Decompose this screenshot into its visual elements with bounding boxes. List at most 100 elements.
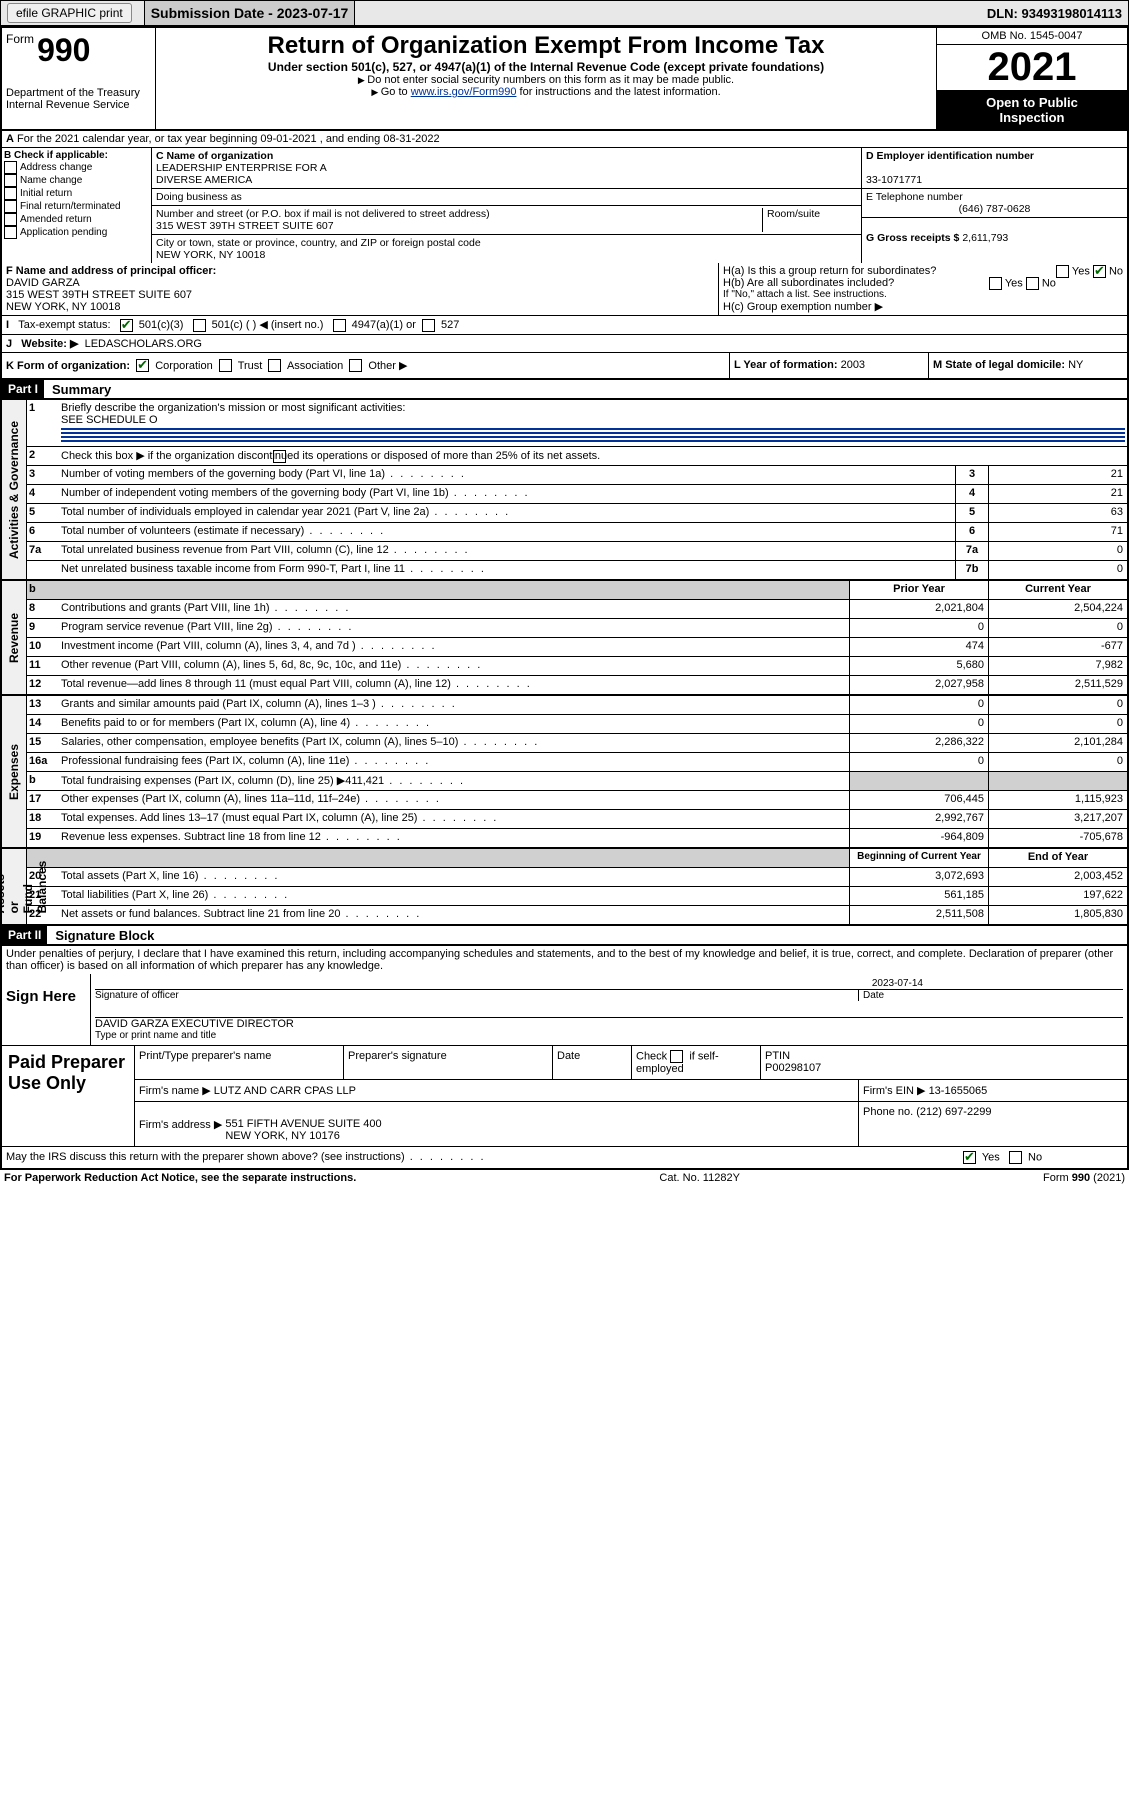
chk-final-return[interactable]: Final return/terminated xyxy=(20,201,121,212)
table-row: 19 Revenue less expenses. Subtract line … xyxy=(27,829,1127,847)
chk-trust[interactable] xyxy=(219,359,232,372)
chk-name-change[interactable]: Name change xyxy=(20,175,82,186)
hb-no[interactable]: No xyxy=(1042,277,1056,289)
i-label: Tax-exempt status: xyxy=(18,319,110,331)
hb-note: If "No," attach a list. See instructions… xyxy=(723,289,1123,300)
chk-4947[interactable] xyxy=(333,319,346,332)
may-yes-chk[interactable] xyxy=(963,1151,976,1164)
open-to-public: Open to Public Inspection xyxy=(937,91,1127,129)
telephone: (646) 787-0628 xyxy=(866,203,1123,215)
firm-name: LUTZ AND CARR CPAS LLP xyxy=(214,1085,356,1097)
omb-number: OMB No. 1545-0047 xyxy=(937,28,1127,45)
opt-527: 527 xyxy=(441,319,459,331)
l-label: L Year of formation: xyxy=(734,359,838,371)
officer-name-label: Type or print name and title xyxy=(95,1030,1123,1041)
footer-left: For Paperwork Reduction Act Notice, see … xyxy=(4,1172,356,1184)
row-i: I Tax-exempt status: 501(c)(3) 501(c) ( … xyxy=(0,316,1129,335)
chk-527[interactable] xyxy=(422,319,435,332)
chk-amended[interactable]: Amended return xyxy=(20,214,92,225)
ha-label: H(a) Is this a group return for subordin… xyxy=(723,265,936,277)
table-row: 13 Grants and similar amounts paid (Part… xyxy=(27,696,1127,715)
table-row: 18 Total expenses. Add lines 13–17 (must… xyxy=(27,810,1127,829)
chk-self-employed[interactable] xyxy=(670,1050,683,1063)
dba-label: Doing business as xyxy=(156,191,242,203)
table-row: 5 Total number of individuals employed i… xyxy=(27,504,1127,523)
hb-label: H(b) Are all subordinates included? xyxy=(723,277,894,289)
year-formation: 2003 xyxy=(841,359,865,371)
q1-value: SEE SCHEDULE O xyxy=(61,414,158,426)
c-name-label: C Name of organization xyxy=(156,150,273,162)
opt-501c: 501(c) ( ) ◀ (insert no.) xyxy=(212,319,324,331)
section-net-assets: Net Assets or Fund Balances Beginning of… xyxy=(0,849,1129,926)
table-row: 11 Other revenue (Part VIII, column (A),… xyxy=(27,657,1127,676)
website: LEDASCHOLARS.ORG xyxy=(85,338,202,350)
may-no: No xyxy=(1028,1152,1042,1164)
submission-date: Submission Date - 2023-07-17 xyxy=(145,1,356,25)
table-row: 3 Number of voting members of the govern… xyxy=(27,466,1127,485)
firm-addr-label: Firm's address ▶ xyxy=(139,1119,222,1131)
ha-yes[interactable]: Yes xyxy=(1072,265,1090,277)
section-b: B Check if applicable: Address change Na… xyxy=(2,148,152,263)
may-no-chk[interactable] xyxy=(1009,1151,1022,1164)
dln: DLN: 93493198014113 xyxy=(981,1,1128,25)
prep-sig-hdr: Preparer's signature xyxy=(344,1046,553,1079)
chk-501c[interactable] xyxy=(193,319,206,332)
chk-assoc[interactable] xyxy=(268,359,281,372)
top-bar: efile GRAPHIC print Submission Date - 20… xyxy=(0,0,1129,26)
street-address: 315 WEST 39TH STREET SUITE 607 xyxy=(156,220,334,232)
table-row: 16a Professional fundraising fees (Part … xyxy=(27,753,1127,772)
chk-501c3[interactable] xyxy=(120,319,133,332)
chk-app-pending[interactable]: Application pending xyxy=(20,227,107,238)
section-expenses: Expenses 13 Grants and similar amounts p… xyxy=(0,696,1129,849)
side-rev: Revenue xyxy=(7,613,21,663)
gross-receipts: 2,611,793 xyxy=(962,232,1008,244)
part1-label: Part I xyxy=(2,380,44,398)
opt-501c3: 501(c)(3) xyxy=(139,319,184,331)
section-a-text: For the 2021 calendar year, or tax year … xyxy=(17,133,440,145)
chk-discontinued[interactable] xyxy=(273,450,286,463)
entity-block: B Check if applicable: Address change Na… xyxy=(0,148,1129,263)
hc-label: H(c) Group exemption number ▶ xyxy=(723,300,1123,313)
prep-name-hdr: Print/Type preparer's name xyxy=(135,1046,344,1079)
b-label: B Check if applicable: xyxy=(4,150,108,161)
officer-name: DAVID GARZA EXECUTIVE DIRECTOR xyxy=(95,1018,1123,1030)
ptin: P00298107 xyxy=(765,1062,821,1074)
efile-button[interactable]: efile GRAPHIC print xyxy=(7,3,132,23)
table-row: 4 Number of independent voting members o… xyxy=(27,485,1127,504)
irs-link[interactable]: www.irs.gov/Form990 xyxy=(411,86,517,98)
e-label: E Telephone number xyxy=(866,191,963,203)
table-row: 8 Contributions and grants (Part VIII, l… xyxy=(27,600,1127,619)
row-f-h: F Name and address of principal officer:… xyxy=(0,263,1129,316)
j-label: Website: ▶ xyxy=(21,338,78,350)
chk-self-emp-lbl: Check xyxy=(636,1051,667,1063)
chk-corp[interactable] xyxy=(136,359,149,372)
d-label: D Employer identification number xyxy=(866,150,1034,162)
chk-address-change[interactable]: Address change xyxy=(20,162,92,173)
table-row: 21 Total liabilities (Part X, line 26) 5… xyxy=(27,887,1127,906)
state-domicile: NY xyxy=(1068,359,1083,371)
table-row: b Total fundraising expenses (Part IX, c… xyxy=(27,772,1127,791)
section-a: A For the 2021 calendar year, or tax yea… xyxy=(0,131,1129,148)
may-discuss: May the IRS discuss this return with the… xyxy=(6,1151,963,1164)
table-row: Net unrelated business taxable income fr… xyxy=(27,561,1127,579)
may-yes: Yes xyxy=(982,1152,1000,1164)
part1-bar: Part I Summary xyxy=(0,380,1129,400)
sig-date-label: Date xyxy=(858,990,1123,1001)
hb-yes[interactable]: Yes xyxy=(1005,277,1023,289)
table-row: 10 Investment income (Part VIII, column … xyxy=(27,638,1127,657)
col-current: Current Year xyxy=(988,581,1127,599)
firm-address: 551 FIFTH AVENUE SUITE 400 NEW YORK, NY … xyxy=(225,1118,381,1142)
section-governance: Activities & Governance 1 Briefly descri… xyxy=(0,400,1129,581)
chk-initial-return[interactable]: Initial return xyxy=(20,188,72,199)
col-end: End of Year xyxy=(988,849,1127,867)
table-row: 20 Total assets (Part X, line 16) 3,072,… xyxy=(27,868,1127,887)
chk-other[interactable] xyxy=(349,359,362,372)
part2-title: Signature Block xyxy=(47,928,154,943)
ha-no[interactable]: No xyxy=(1109,265,1123,277)
efile-print: efile GRAPHIC print xyxy=(1,1,145,25)
opt-assoc: Association xyxy=(287,360,343,372)
footer-right: Form 990 (2021) xyxy=(1043,1172,1125,1184)
footer-mid: Cat. No. 11282Y xyxy=(659,1172,740,1184)
addr-label: Number and street (or P.O. box if mail i… xyxy=(156,208,490,220)
sig-officer-label: Signature of officer xyxy=(95,990,858,1001)
